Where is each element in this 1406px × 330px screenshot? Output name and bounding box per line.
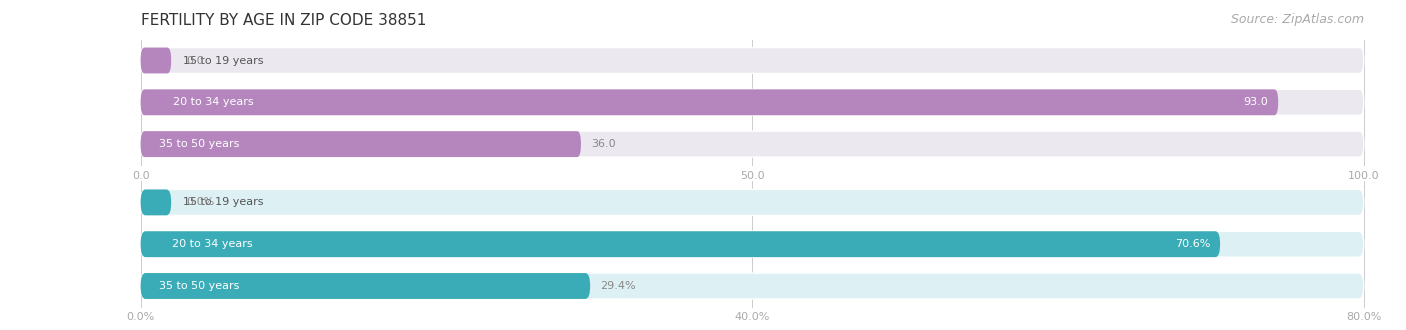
FancyBboxPatch shape: [141, 131, 581, 157]
Text: 0.0: 0.0: [186, 55, 204, 65]
Text: 36.0: 36.0: [591, 139, 616, 149]
Text: FERTILITY BY AGE IN ZIP CODE 38851: FERTILITY BY AGE IN ZIP CODE 38851: [141, 13, 426, 28]
FancyBboxPatch shape: [141, 273, 1364, 299]
FancyBboxPatch shape: [141, 89, 1364, 115]
Text: 20 to 34 years: 20 to 34 years: [172, 239, 253, 249]
Text: 20 to 34 years: 20 to 34 years: [173, 97, 253, 107]
FancyBboxPatch shape: [141, 189, 1364, 215]
FancyBboxPatch shape: [141, 231, 1220, 257]
FancyBboxPatch shape: [141, 273, 591, 299]
FancyBboxPatch shape: [141, 89, 1278, 115]
Text: 35 to 50 years: 35 to 50 years: [159, 139, 239, 149]
Text: 0.0%: 0.0%: [186, 197, 214, 207]
FancyBboxPatch shape: [141, 189, 172, 215]
FancyBboxPatch shape: [141, 231, 1364, 257]
Text: 93.0: 93.0: [1244, 97, 1268, 107]
Text: Source: ZipAtlas.com: Source: ZipAtlas.com: [1230, 13, 1364, 26]
FancyBboxPatch shape: [141, 48, 172, 74]
Text: 35 to 50 years: 35 to 50 years: [159, 281, 240, 291]
Text: 29.4%: 29.4%: [600, 281, 636, 291]
Text: 70.6%: 70.6%: [1175, 239, 1211, 249]
Text: 15 to 19 years: 15 to 19 years: [183, 55, 264, 65]
FancyBboxPatch shape: [141, 131, 1364, 157]
FancyBboxPatch shape: [141, 48, 1364, 74]
Text: 15 to 19 years: 15 to 19 years: [183, 197, 264, 207]
